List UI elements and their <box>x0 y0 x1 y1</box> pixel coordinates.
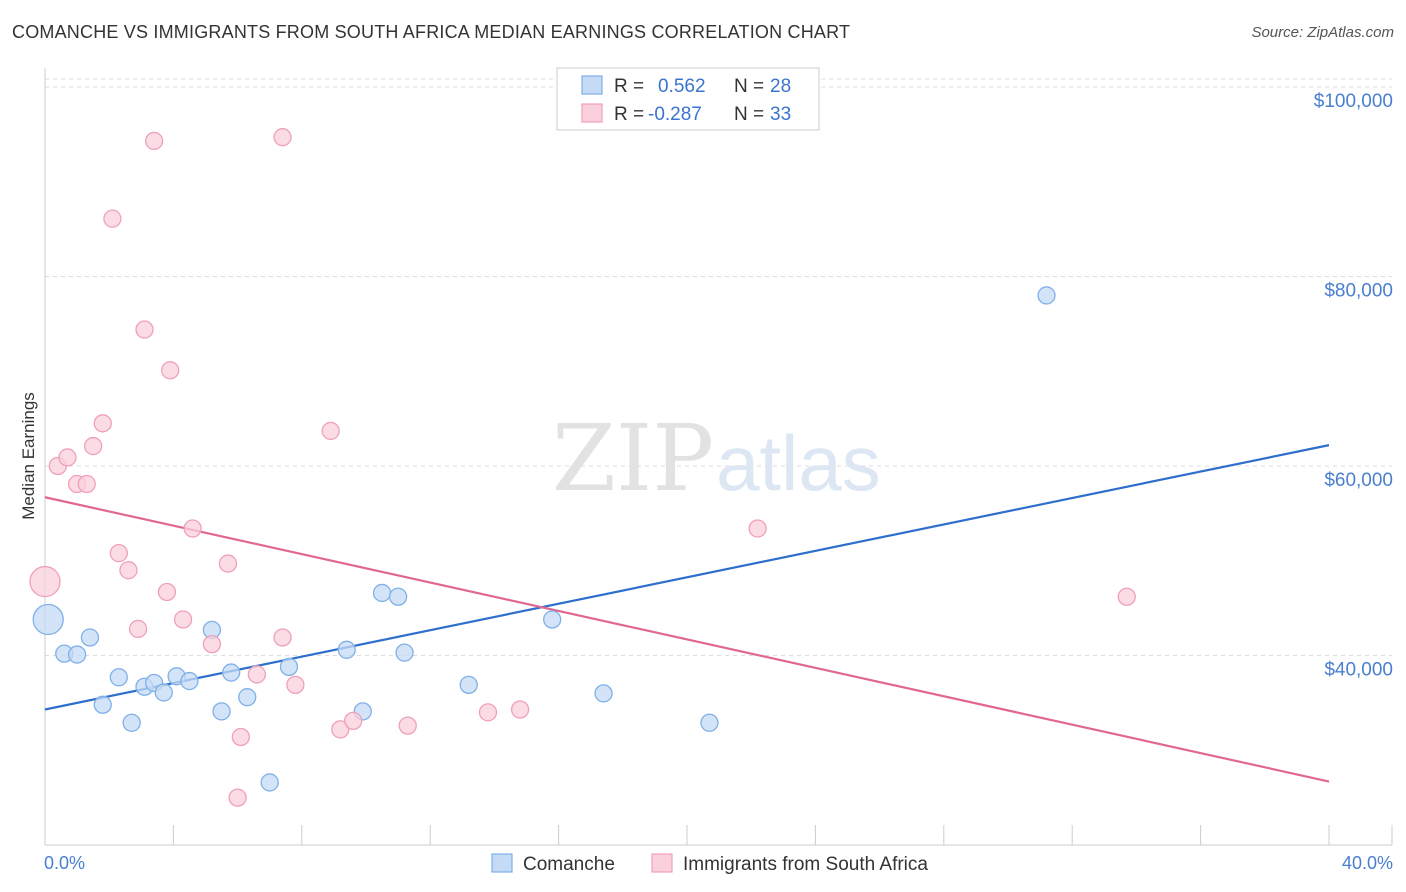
gridlines <box>45 78 1392 656</box>
point-south-africa <box>286 675 305 695</box>
point-south-africa <box>331 720 350 739</box>
legend-n-label-south-africa: N = <box>734 104 764 125</box>
point-south-africa <box>161 361 180 380</box>
point-south-africa <box>478 703 498 722</box>
point-comanche <box>388 587 408 606</box>
point-south-africa <box>344 711 363 731</box>
watermark: ZIP atlas <box>552 405 881 512</box>
point-comanche <box>32 603 64 636</box>
point-south-africa <box>247 665 267 684</box>
point-comanche <box>543 610 562 629</box>
point-comanche <box>80 628 100 647</box>
point-comanche <box>700 713 719 732</box>
y-tick-label: $80,000 <box>1324 280 1393 301</box>
y-tick-label: $100,000 <box>1314 91 1393 112</box>
point-south-africa <box>231 727 250 747</box>
legend-n-value-comanche: 28 <box>770 76 791 97</box>
point-comanche <box>372 583 392 603</box>
point-comanche <box>395 643 414 662</box>
legend-n-value-south-africa: 33 <box>770 104 791 125</box>
point-south-africa <box>748 519 767 538</box>
tick-labels: $40,000 $60,000 $80,000 $100,000 <box>1314 91 1393 681</box>
x-tick-max: 40.0% <box>1342 853 1393 873</box>
point-comanche <box>180 671 199 691</box>
point-south-africa <box>77 474 96 494</box>
y-axis-label: Median Earnings <box>19 392 38 520</box>
point-comanche <box>459 675 478 695</box>
point-comanche <box>122 713 141 732</box>
legend-swatch-south-africa <box>581 103 603 123</box>
point-south-africa <box>128 619 148 639</box>
y-tick-label: $60,000 <box>1324 470 1393 491</box>
axes <box>44 68 1393 846</box>
trend-line-south-africa <box>44 496 1330 783</box>
point-south-africa <box>273 628 292 647</box>
point-south-africa <box>157 582 177 602</box>
watermark-atlas: atlas <box>716 419 881 507</box>
series-legend-label-comanche: Comanche <box>523 854 615 875</box>
point-comanche <box>337 640 356 659</box>
point-south-africa <box>29 565 61 598</box>
legend-n-label-comanche: N = <box>734 76 764 97</box>
trend-line-comanche <box>44 444 1330 711</box>
source-label: Source: ZipAtlas.com <box>1251 24 1394 41</box>
point-south-africa <box>84 436 103 456</box>
point-south-africa <box>119 561 138 580</box>
point-comanche <box>594 684 613 703</box>
series-legend-swatch-south-africa <box>651 853 673 873</box>
point-south-africa <box>183 519 202 538</box>
point-comanche <box>1037 286 1056 305</box>
series-legend: Comanche Immigrants from South Africa <box>491 853 928 875</box>
point-south-africa <box>144 131 164 151</box>
trend-lines <box>44 444 1330 783</box>
legend-r-value-south-africa: -0.287 <box>648 104 702 125</box>
point-south-africa <box>228 788 247 807</box>
point-south-africa <box>58 448 77 467</box>
series-legend-swatch-comanche <box>491 853 513 873</box>
point-comanche <box>154 683 173 702</box>
point-comanche <box>238 688 257 707</box>
point-south-africa <box>202 634 222 654</box>
point-comanche <box>260 773 279 792</box>
point-south-africa <box>1117 587 1136 606</box>
stats-legend: R = 0.562 N = 28 R = -0.287 N = 33 <box>556 67 820 131</box>
point-comanche <box>109 668 128 687</box>
watermark-zip: ZIP <box>552 405 714 512</box>
point-comanche <box>67 645 87 664</box>
point-south-africa <box>510 700 530 719</box>
point-comanche <box>212 702 231 721</box>
point-south-africa <box>273 128 292 147</box>
y-tick-label: $40,000 <box>1324 659 1393 680</box>
x-tick-min: 0.0% <box>44 853 85 873</box>
legend-r-label-south-africa: R = <box>614 104 644 125</box>
point-comanche <box>93 695 112 714</box>
data-points <box>29 128 1136 807</box>
point-comanche <box>222 663 241 682</box>
point-south-africa <box>135 320 154 339</box>
chart-title: COMANCHE VS IMMIGRANTS FROM SOUTH AFRICA… <box>12 22 851 42</box>
series-legend-label-south-africa: Immigrants from South Africa <box>683 854 928 875</box>
legend-r-value-comanche: 0.562 <box>658 76 706 97</box>
point-south-africa <box>109 544 128 563</box>
point-south-africa <box>93 414 112 433</box>
point-south-africa <box>173 610 193 629</box>
legend-r-label-comanche: R = <box>614 76 644 97</box>
point-south-africa <box>103 209 122 228</box>
point-south-africa <box>218 554 238 573</box>
point-south-africa <box>321 421 340 441</box>
point-comanche <box>279 657 299 677</box>
point-south-africa <box>398 716 417 735</box>
legend-swatch-comanche <box>581 75 603 95</box>
